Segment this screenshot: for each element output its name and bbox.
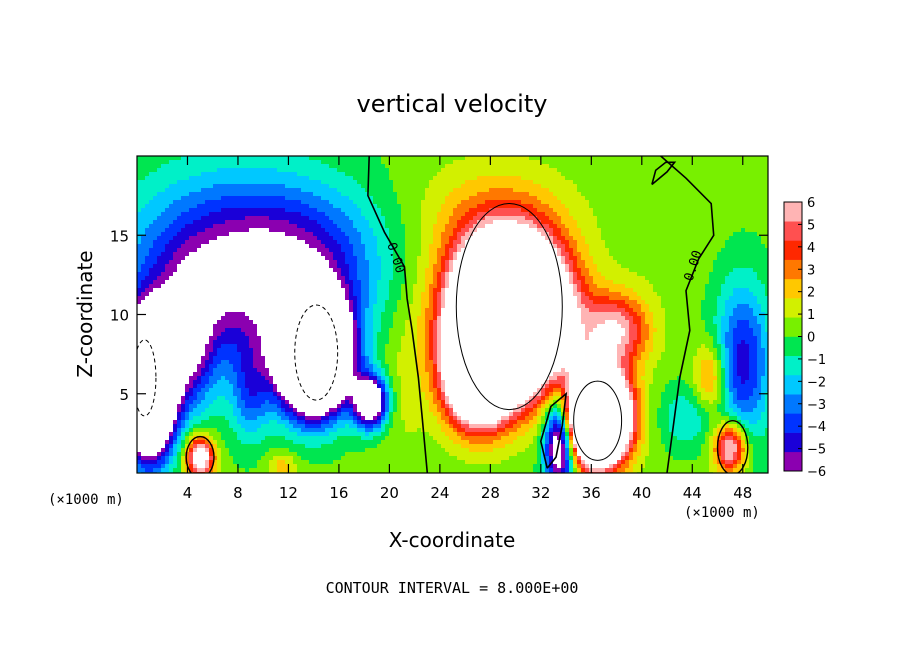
x-tick-label: 16 — [329, 484, 348, 502]
colorbar-band — [784, 336, 802, 357]
x-tick-label: 20 — [380, 484, 399, 502]
y-axis-ticks: 5 10 15 — [110, 227, 768, 404]
colorbar-tick-label: 0 — [807, 331, 815, 346]
colorbar-band — [784, 451, 802, 472]
y-tick-label: 10 — [110, 307, 129, 325]
colorbar-band — [784, 240, 802, 260]
x-axis-ticks: 4 8 12 16 20 24 28 32 36 40 44 48 — [183, 156, 752, 502]
colorbar-tick-label: 3 — [807, 263, 815, 278]
colorbar-tick-label: −1 — [807, 353, 826, 368]
colorbar-tick-label: 5 — [807, 218, 815, 233]
x-unit-right: (×1000 m) — [684, 505, 760, 521]
colorbar-band — [784, 202, 802, 222]
zero-contour-left — [367, 156, 429, 473]
x-tick-label: 48 — [733, 484, 752, 502]
zero-contour-lower-right — [716, 420, 749, 473]
x-axis-label: X-coordinate — [389, 528, 516, 552]
positive-contour-main — [455, 203, 563, 411]
colorbar-tick-label: 4 — [807, 241, 815, 256]
contour-interval-note: CONTOUR INTERVAL = 8.000E+00 — [326, 579, 579, 597]
x-tick-label: 32 — [531, 484, 550, 502]
x-unit-left: (×1000 m) — [48, 492, 124, 508]
x-tick-label: 36 — [582, 484, 601, 502]
colorbar-band — [784, 355, 802, 376]
x-tick-label: 4 — [183, 484, 193, 502]
zero-contour-jet — [539, 391, 568, 469]
zero-contour-lower-left — [185, 435, 215, 473]
x-tick-label: 12 — [279, 484, 298, 502]
colorbar-tick-label: −6 — [807, 465, 826, 480]
colorbar-tick-label: 6 — [807, 196, 815, 211]
x-tick-label: 8 — [233, 484, 243, 502]
colorbar: 6 5 4 3 2 1 0 −1 −2 −3 −4 −5 −6 — [783, 196, 826, 480]
x-tick-label: 28 — [481, 484, 500, 502]
zero-contour-right — [660, 156, 715, 473]
colorbar-band — [784, 374, 802, 395]
colorbar-tick-label: 1 — [807, 308, 815, 323]
positive-contour-secondary — [573, 380, 623, 461]
zero-contour-top — [651, 161, 677, 186]
colorbar-band — [784, 394, 802, 414]
colorbar-band — [784, 259, 802, 280]
x-tick-label: 44 — [683, 484, 702, 502]
colorbar-band — [784, 413, 802, 433]
colorbar-tick-label: 2 — [807, 286, 815, 301]
colorbar-band — [784, 221, 802, 241]
x-tick-label: 24 — [430, 484, 449, 502]
colorbar-tick-label: −5 — [807, 443, 826, 458]
colorbar-tick-label: −2 — [807, 375, 826, 390]
colorbar-band — [784, 278, 802, 299]
negative-contour-center — [294, 304, 339, 401]
colorbar-tick-label: −3 — [807, 398, 826, 413]
chart-title: vertical velocity — [357, 90, 548, 118]
velocity-field — [137, 156, 768, 473]
contour-lines — [137, 156, 749, 473]
colorbar-band — [784, 298, 802, 318]
y-tick-label: 15 — [110, 227, 129, 245]
colorbar-tick-label: −4 — [807, 420, 826, 435]
colorbar-band — [784, 432, 802, 453]
colorbar-band — [784, 317, 802, 337]
y-axis-label: Z-coordinate — [73, 250, 97, 377]
x-tick-label: 40 — [632, 484, 651, 502]
y-tick-label: 5 — [119, 386, 129, 404]
negative-contour-left — [137, 339, 157, 417]
